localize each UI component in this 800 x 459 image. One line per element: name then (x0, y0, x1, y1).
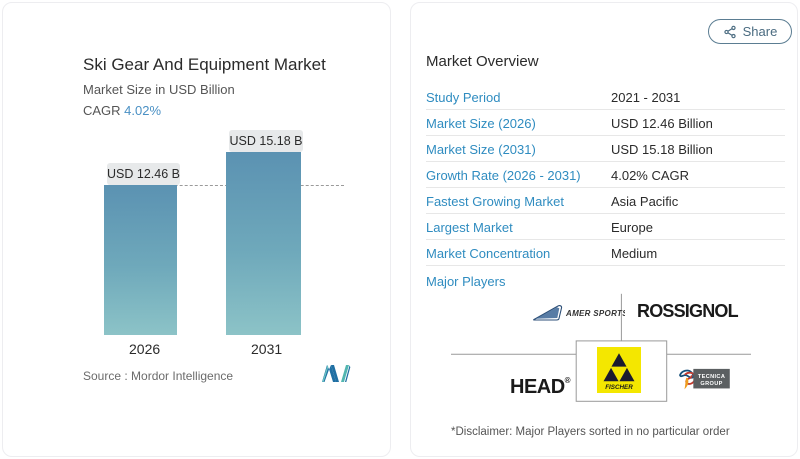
svg-text:AMER SPORTS: AMER SPORTS (565, 309, 625, 318)
svg-text:TECNICA: TECNICA (698, 374, 725, 380)
svg-text:FISCHER: FISCHER (605, 384, 633, 391)
svg-text:GROUP: GROUP (700, 381, 722, 387)
